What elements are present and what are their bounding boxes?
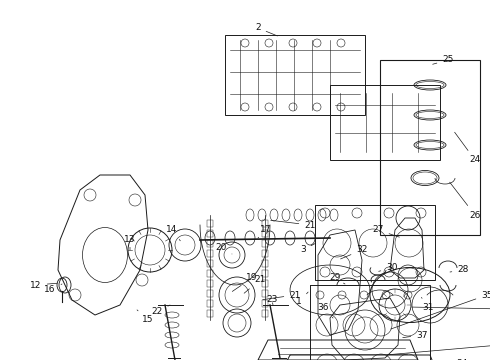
Text: 21: 21 (244, 275, 266, 293)
Bar (262, 250, 268, 257)
Bar (207, 230, 213, 237)
Bar (262, 260, 268, 267)
Text: 1: 1 (296, 292, 308, 306)
Bar (207, 260, 213, 267)
Bar (310, 285, 430, 360)
Bar (262, 270, 268, 277)
Bar (380, 60, 480, 235)
Bar (225, 35, 365, 115)
Bar (207, 270, 213, 277)
Bar (207, 310, 213, 317)
Bar (262, 220, 268, 227)
Bar (330, 85, 440, 160)
Bar (262, 230, 268, 237)
Text: 12: 12 (30, 280, 57, 289)
Text: 36: 36 (317, 303, 333, 318)
Bar (315, 205, 435, 280)
Text: 26: 26 (450, 182, 481, 220)
Bar (262, 310, 268, 317)
Bar (207, 250, 213, 257)
Text: 16: 16 (44, 284, 62, 294)
Text: 18: 18 (412, 306, 490, 315)
Text: 34: 34 (441, 359, 467, 360)
Text: 22: 22 (151, 305, 170, 316)
Text: 24: 24 (455, 132, 481, 165)
Bar (207, 240, 213, 247)
Text: 13: 13 (124, 235, 136, 250)
Text: 21: 21 (263, 291, 301, 300)
Bar (262, 300, 268, 307)
Text: 19: 19 (232, 274, 258, 292)
Text: 17: 17 (258, 225, 272, 238)
Text: 2: 2 (255, 23, 277, 36)
Bar (262, 240, 268, 247)
Text: 21: 21 (271, 220, 316, 230)
Text: 20: 20 (215, 243, 232, 254)
Bar (262, 290, 268, 297)
Bar (207, 300, 213, 307)
Bar (207, 290, 213, 297)
Text: 25: 25 (433, 55, 454, 64)
Text: 23: 23 (266, 296, 278, 305)
Text: 32: 32 (341, 246, 368, 259)
Text: 28: 28 (450, 266, 469, 274)
Text: 35: 35 (391, 291, 490, 329)
Text: 27: 27 (372, 225, 399, 237)
Bar (207, 220, 213, 227)
Text: 15: 15 (137, 310, 154, 324)
Bar (262, 280, 268, 287)
Bar (207, 280, 213, 287)
Text: 30: 30 (379, 264, 398, 273)
Text: 31: 31 (421, 297, 434, 312)
Text: 33: 33 (388, 336, 490, 355)
Text: 37: 37 (403, 330, 428, 339)
Text: 3: 3 (300, 243, 316, 255)
Text: 14: 14 (166, 225, 180, 241)
Text: 29: 29 (329, 274, 345, 284)
